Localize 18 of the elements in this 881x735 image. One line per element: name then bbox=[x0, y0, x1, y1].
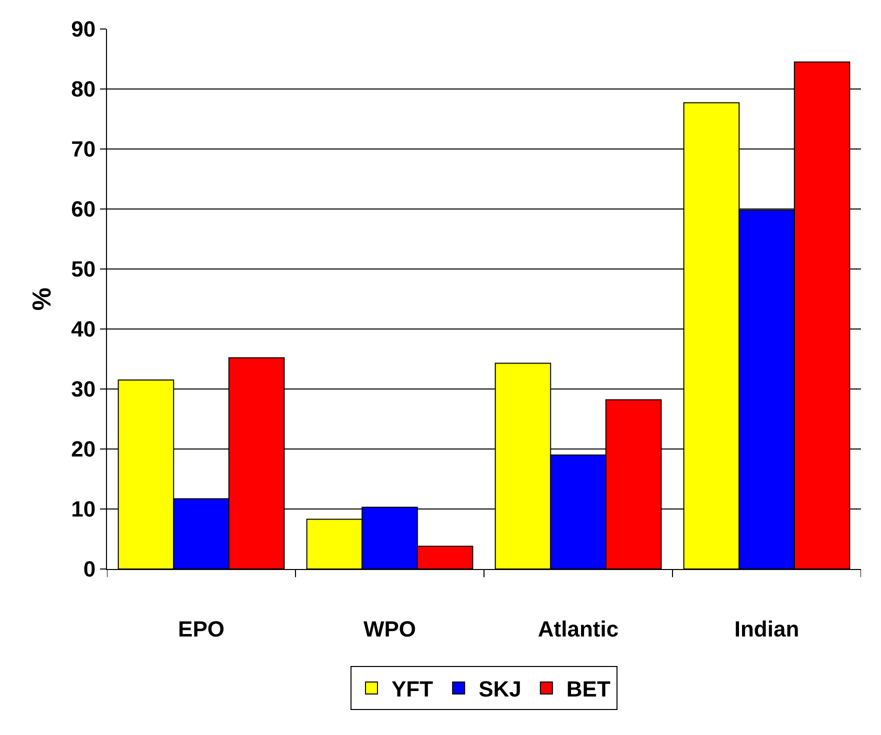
x-tick-label: Atlantic bbox=[538, 616, 619, 642]
legend-label: YFT bbox=[392, 676, 434, 702]
y-tick-label: 70 bbox=[71, 136, 96, 162]
y-tick-label: 30 bbox=[71, 376, 96, 402]
x-tick-label: WPO bbox=[363, 616, 416, 642]
y-tick-label: 20 bbox=[71, 436, 96, 462]
legend-label: SKJ bbox=[478, 676, 522, 702]
legend-label: BET bbox=[566, 676, 611, 702]
x-tick-label: Indian bbox=[734, 616, 800, 642]
y-tick-label: 60 bbox=[71, 196, 96, 222]
y-tick-label: 80 bbox=[71, 76, 96, 102]
y-axis-title: % bbox=[26, 287, 57, 311]
x-tick-label: EPO bbox=[178, 616, 224, 642]
y-tick-label: 50 bbox=[71, 256, 96, 282]
y-tick-label: 0 bbox=[83, 556, 96, 582]
y-tick-label: 90 bbox=[71, 16, 96, 42]
y-tick-label: 40 bbox=[71, 316, 96, 342]
y-tick-label: 10 bbox=[71, 496, 96, 522]
